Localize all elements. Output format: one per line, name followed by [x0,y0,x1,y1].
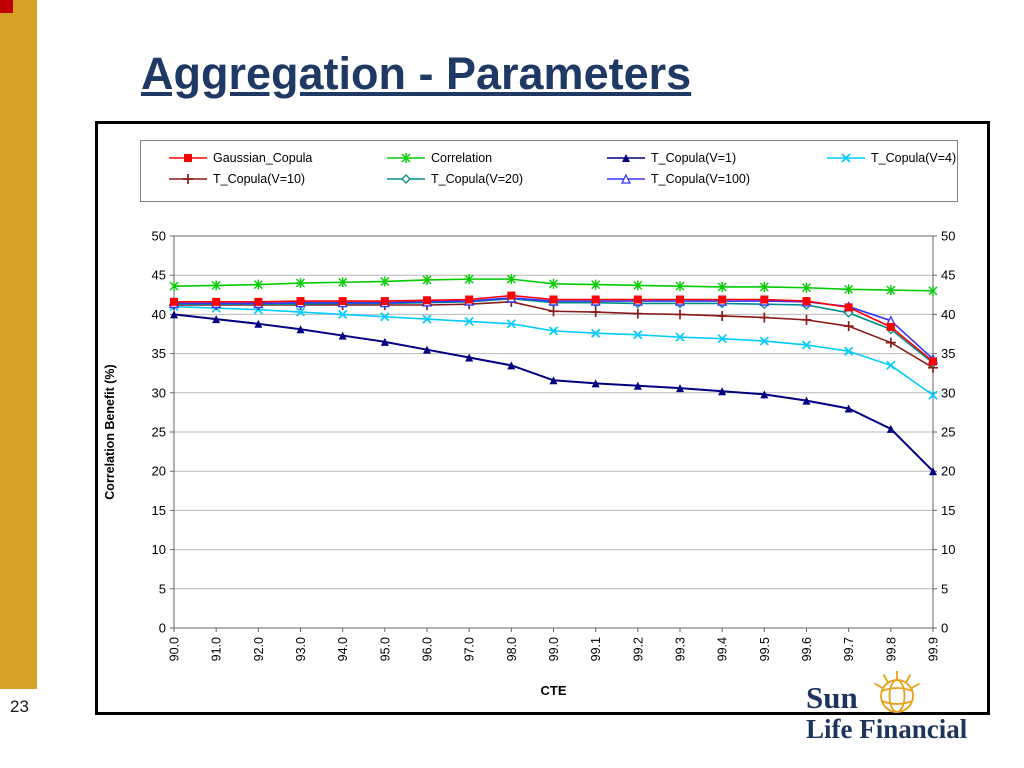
svg-text:99.9: 99.9 [927,637,941,661]
svg-text:0: 0 [159,621,166,636]
legend-item-t-copula-v-1-: T_Copula(V=1) [606,151,826,165]
svg-text:99.7: 99.7 [842,637,856,661]
legend-item-t-copula-v-10-: T_Copula(V=10) [168,172,386,186]
svg-text:45: 45 [941,268,955,283]
svg-text:98.0: 98.0 [505,637,519,661]
svg-text:50: 50 [941,229,955,244]
svg-text:99.8: 99.8 [884,637,898,661]
legend-marker-icon [607,173,645,184]
legend-marker-icon [169,174,207,184]
sunlife-logo: Sun Life Financial [802,668,1002,754]
svg-text:20: 20 [941,464,955,479]
svg-text:91.0: 91.0 [210,637,224,661]
page-number: 23 [10,697,29,716]
legend-item-t-copula-v-4-: T_Copula(V=4) [826,151,957,165]
svg-text:93.0: 93.0 [294,637,308,661]
svg-text:50: 50 [152,229,166,244]
svg-text:45: 45 [152,268,166,283]
svg-text:25: 25 [152,425,166,440]
logo-text-sun: Sun [806,680,858,715]
red-corner-square [0,0,13,13]
svg-text:35: 35 [152,346,166,361]
legend-label: Correlation [431,151,493,165]
svg-text:CTE: CTE [541,683,567,698]
legend-item-gaussian-copula: Gaussian_Copula [168,151,386,165]
svg-text:96.0: 96.0 [421,637,435,661]
legend-item-correlation: Correlation [386,151,606,165]
svg-text:15: 15 [152,503,166,518]
legend-marker-icon [827,153,865,163]
svg-text:95.0: 95.0 [378,637,392,661]
gold-accent-bar [0,0,37,689]
page-title: Aggregation - Parameters [141,48,692,99]
legend-marker-icon [169,154,207,162]
logo-text-lifefinancial: Life Financial [806,714,968,744]
svg-text:92.0: 92.0 [252,637,266,661]
svg-text:35: 35 [941,346,955,361]
svg-text:99.6: 99.6 [800,637,814,661]
svg-text:99.0: 99.0 [547,637,561,661]
svg-text:99.4: 99.4 [716,637,730,661]
legend-marker-icon [387,174,425,184]
legend-label: Gaussian_Copula [213,151,313,165]
svg-text:20: 20 [152,464,166,479]
legend-item-t-copula-v-100-: T_Copula(V=100) [606,172,826,186]
svg-text:Correlation Benefit (%): Correlation Benefit (%) [103,364,117,499]
legend-label: T_Copula(V=10) [213,172,306,186]
svg-text:30: 30 [941,385,955,400]
svg-text:5: 5 [941,581,948,596]
svg-text:99.5: 99.5 [758,637,772,661]
svg-text:99.1: 99.1 [589,637,603,661]
svg-text:97.0: 97.0 [463,637,477,661]
chart-svg: 0 0 5 5 10 10 15 15 20 20 25 25 30 30 35 35 40 40 45 45 50 50… [103,229,955,699]
svg-text:40: 40 [152,307,166,322]
legend-label: T_Copula(V=100) [651,172,751,186]
sun-globe-icon [866,668,924,721]
chart-frame: Gaussian_Copula Correlation T_Copula(V=1)… [95,121,990,715]
chart-plot: 0 0 5 5 10 10 15 15 20 20 25 25 30 30 35 35 40 40 45 45 50 50… [98,210,987,710]
svg-text:15: 15 [941,503,955,518]
svg-text:5: 5 [159,581,166,596]
svg-text:94.0: 94.0 [336,637,350,661]
svg-text:0: 0 [941,621,948,636]
svg-text:30: 30 [152,385,166,400]
svg-text:25: 25 [941,425,955,440]
legend-label: T_Copula(V=1) [651,151,737,165]
legend-marker-icon [387,153,425,163]
svg-text:99.2: 99.2 [631,637,645,661]
legend-label: T_Copula(V=4) [871,151,957,165]
svg-text:10: 10 [152,542,166,557]
svg-text:90.0: 90.0 [168,637,182,661]
svg-text:40: 40 [941,307,955,322]
legend-item-t-copula-v-20-: T_Copula(V=20) [386,172,606,186]
chart-legend: Gaussian_Copula Correlation T_Copula(V=1)… [140,140,958,202]
legend-label: T_Copula(V=20) [431,172,524,186]
svg-text:10: 10 [941,542,955,557]
legend-marker-icon [607,154,645,162]
svg-text:99.3: 99.3 [674,637,688,661]
